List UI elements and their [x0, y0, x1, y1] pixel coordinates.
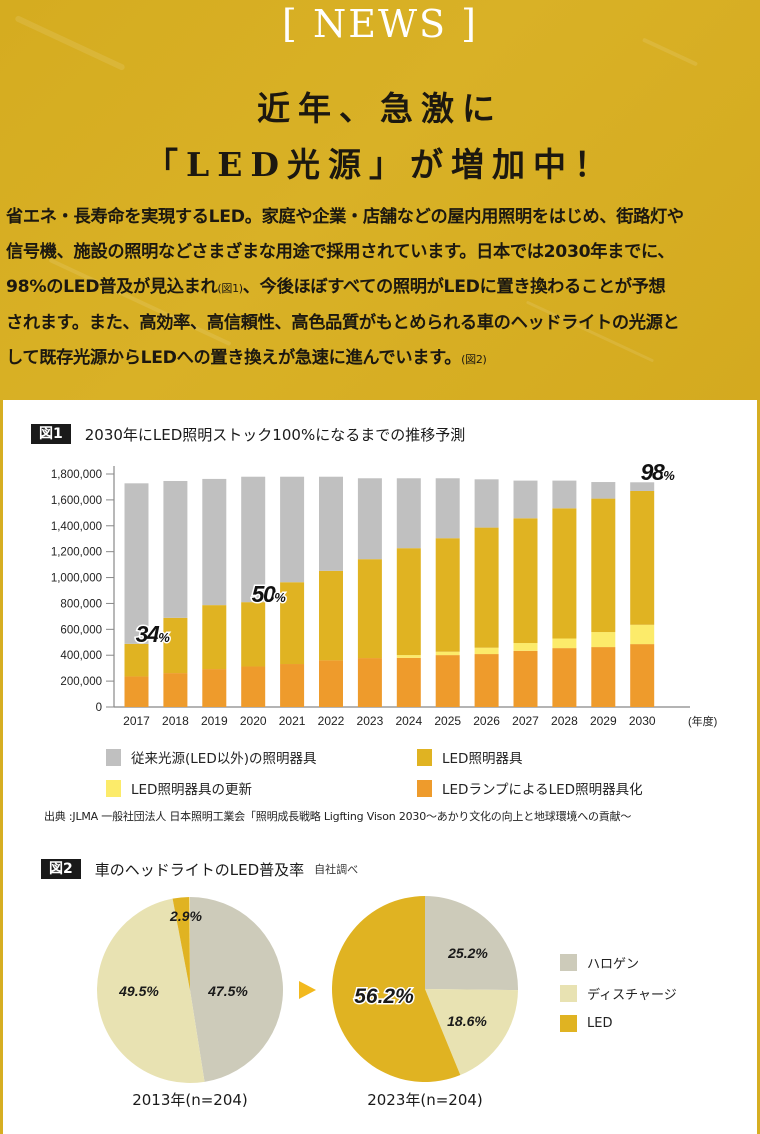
legend-item-led-fixture: LED照明器具 — [417, 747, 522, 767]
news-banner: [ NEWS ] 近年、急激に 「LED光源」が増加中！ 省エネ・長寿命を実現す… — [0, 0, 760, 400]
legend-swatch — [106, 748, 121, 766]
intro-text: 、今後ほぼすべての照明がLEDに置き換わることが予想 — [242, 277, 666, 297]
legend-swatch — [560, 1015, 577, 1032]
pie-legend-halogen: ハロゲン — [560, 953, 639, 972]
intro-text: されます。また、高効率、高信頼性、高色品質がもとめられる車のヘッドライトの光源と — [6, 313, 680, 333]
legend-label: LED照明器具 — [442, 751, 523, 767]
intro-line: して既存光源からLEDへの置き換えが急速に進んでいます。(図2) — [6, 341, 758, 377]
intro-text: 信号機、施設の照明などさまざまな用途で採用されています。日本では2030年までに… — [6, 242, 675, 262]
figure-reference: (図1) — [217, 282, 243, 295]
figure2-tag: 図2 — [41, 859, 81, 879]
legend-label: ディスチャージ — [587, 988, 677, 1003]
figure1-header: 図1 2030年にLED照明ストック100%になるまでの推移予測 — [31, 423, 465, 445]
figure2-header: 図2 車のヘッドライトのLED普及率 自社調べ — [41, 858, 358, 880]
figure2-title: 車のヘッドライトのLED普及率 — [94, 860, 305, 879]
figure1-title: 2030年にLED照明ストック100%になるまでの推移予測 — [84, 425, 466, 444]
legend-label: 従来光源(LED以外)の照明器具 — [131, 751, 317, 767]
news-section-label: [ NEWS ] — [282, 2, 478, 46]
legend-label: LEDランプによるLED照明器具化 — [442, 782, 643, 798]
legend-label: LED照明器具の更新 — [131, 782, 252, 798]
legend-item-led-lamp-conversion: LEDランプによるLED照明器具化 — [417, 778, 643, 798]
pie-legend-discharge: ディスチャージ — [560, 984, 677, 1003]
legend-swatch — [417, 748, 432, 766]
headline-line-2: 「LED光源」が増加中！ — [145, 145, 615, 184]
intro-line: 省エネ・長寿命を実現するLED。家庭や企業・店舗などの屋内用照明をはじめ、街路灯… — [6, 200, 758, 235]
figure-reference: (図2) — [461, 353, 487, 366]
legend-item-conventional: 従来光源(LED以外)の照明器具 — [106, 747, 316, 767]
intro-line: 信号機、施設の照明などさまざまな用途で採用されています。日本では2030年までに… — [6, 235, 758, 270]
intro-text: して既存光源からLEDへの置き換えが急速に進んでいます。 — [6, 348, 462, 368]
figures-panel — [3, 400, 757, 1134]
pie-legend-led: LED — [560, 1015, 612, 1032]
legend-swatch — [106, 779, 121, 797]
intro-paragraph: 省エネ・長寿命を実現するLED。家庭や企業・店舗などの屋内用照明をはじめ、街路灯… — [6, 200, 758, 377]
legend-label: ハロゲン — [587, 957, 640, 972]
headline-line-1: 近年、急激に — [257, 89, 503, 128]
legend-swatch — [417, 779, 432, 797]
pie-2023-caption: 2023年(n=204) — [367, 1091, 483, 1109]
intro-text: 98%のLED普及が見込まれ — [6, 277, 218, 297]
figure1-tag: 図1 — [31, 424, 71, 444]
figure2-subtitle: 自社調べ — [314, 863, 359, 876]
legend-item-led-renewal: LED照明器具の更新 — [106, 778, 252, 798]
intro-line: されます。また、高効率、高信頼性、高色品質がもとめられる車のヘッドライトの光源と — [6, 306, 758, 341]
intro-text: 省エネ・長寿命を実現するLED。家庭や企業・店舗などの屋内用照明をはじめ、街路灯… — [6, 207, 684, 227]
figure1-source: 出典 :JLMA 一般社団法人 日本照明工業会「照明成長戦略 Ligfting … — [44, 810, 632, 823]
intro-line: 98%のLED普及が見込まれ(図1)、今後ほぼすべての照明がLEDに置き換わるこ… — [6, 270, 758, 306]
legend-swatch — [560, 985, 577, 1002]
legend-swatch — [560, 954, 577, 971]
pie-2013-caption: 2013年(n=204) — [132, 1091, 248, 1109]
legend-label: LED — [587, 1016, 613, 1031]
